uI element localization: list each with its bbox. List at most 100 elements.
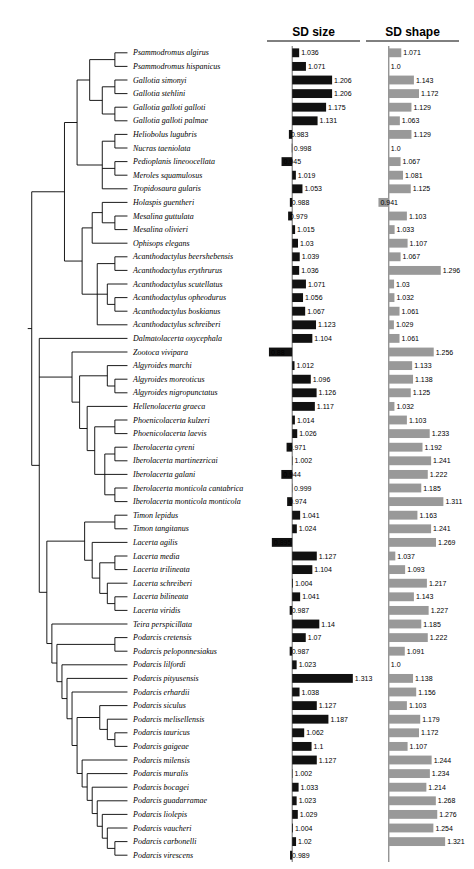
species-label: Podarcis milensis: [132, 756, 190, 765]
data-label: 1.175: [328, 104, 346, 111]
species-label: Phoenicolacerta laevis: [132, 429, 207, 438]
species-label: Podarcis siculus: [132, 701, 186, 710]
data-label: 0.983: [291, 131, 309, 138]
species-label: Acanthodactylus boskianus: [132, 307, 220, 316]
data-label: 1.093: [407, 566, 425, 573]
species-label: Acanthodactylus scutellatus: [132, 280, 223, 289]
bar: [292, 579, 294, 588]
bar: [389, 252, 401, 261]
data-label: 1.039: [302, 253, 320, 260]
bar: [292, 307, 305, 316]
bar: [389, 293, 395, 302]
tree-branch: [102, 188, 127, 189]
tree-branch: [72, 352, 127, 353]
bar: [292, 824, 294, 833]
bar: [389, 456, 431, 465]
data-label: 1.321: [447, 838, 465, 845]
data-label: 1.053: [304, 185, 322, 192]
tree-branch: [115, 637, 128, 638]
data-label: 0.999: [294, 485, 312, 492]
tree-branch: [82, 786, 87, 787]
bar: [389, 511, 418, 520]
bar: [389, 375, 413, 384]
tree-branch: [115, 596, 128, 597]
tree-branch: [87, 773, 127, 774]
species-label: Tropidosaura gularis: [133, 184, 201, 193]
tree-branch: [115, 569, 128, 570]
data-label: 1.129: [413, 104, 431, 111]
tree-branch: [100, 729, 108, 730]
tree-branch: [115, 270, 128, 271]
data-label: 1.156: [418, 689, 436, 696]
species-label: Acanthodactylus beershebensis: [132, 252, 233, 261]
bar: [292, 48, 299, 57]
bar: [389, 103, 412, 112]
bar: [292, 769, 293, 778]
data-label: 1.103: [409, 417, 427, 424]
species-label: Podarcis bocagei: [132, 783, 189, 792]
tree-branch: [85, 560, 93, 561]
tree-branch: [39, 592, 47, 593]
data-label: 1.071: [308, 63, 326, 70]
tree-branch: [87, 406, 127, 407]
data-label: 1.091: [407, 648, 425, 655]
species-label: Podarcis melisellensis: [132, 715, 204, 724]
data-label: 1.029: [396, 321, 414, 328]
species-label: Podarcis virescens: [132, 851, 193, 860]
species-labels: Psammodromus algirusPsammodromus hispani…: [132, 48, 243, 859]
bar: [292, 456, 293, 465]
bar: [389, 647, 405, 656]
bar: [292, 116, 317, 125]
tree-branch: [52, 624, 128, 625]
data-label: 1.233: [432, 430, 450, 437]
species-label: Lacerta agilis: [132, 538, 178, 547]
bar: [389, 796, 436, 805]
data-label: 1.227: [431, 607, 449, 614]
tree-branch: [97, 324, 127, 325]
tree-branch: [107, 603, 115, 604]
bar: [292, 592, 300, 601]
species-label: Podarcis tauricus: [132, 728, 190, 737]
bar: [292, 184, 302, 193]
bar: [292, 375, 311, 384]
data-label: 1.004: [295, 825, 313, 832]
tree-branch: [97, 800, 127, 801]
tree-branch: [100, 705, 128, 706]
data-label: 1.02: [298, 838, 312, 845]
species-label: Zootoca vivipara: [133, 348, 188, 357]
bar: [389, 633, 428, 642]
figure: Psammodromus algirusPsammodromus hispani…: [0, 0, 474, 869]
tree-branch: [102, 141, 115, 142]
data-label: 1.206: [334, 90, 352, 97]
species-label: Iberolacerta galani: [132, 470, 195, 479]
tree-branch: [100, 562, 115, 563]
species-label: Mesalina guttulata: [132, 212, 194, 221]
data-label: 1.206: [334, 77, 352, 84]
tree-branch: [107, 304, 115, 305]
tree-branch: [115, 297, 128, 298]
data-label: 0.988: [292, 199, 310, 206]
species-label: Podarcis cretensis: [132, 633, 192, 642]
bar: [389, 157, 401, 166]
bar: [389, 524, 431, 533]
tree-branch: [64, 122, 77, 123]
data-label: 1.126: [319, 389, 337, 396]
tree-branch: [115, 855, 128, 856]
bar: [389, 728, 419, 737]
tree-branch: [92, 787, 127, 788]
tree-branch: [77, 717, 100, 718]
data-label: 1.036: [301, 49, 319, 56]
bar: [292, 810, 298, 819]
species-label: Iberolacerta martinezricai: [132, 456, 218, 465]
tree-branch: [47, 643, 52, 644]
bar: [292, 524, 297, 533]
bar: [389, 225, 395, 234]
tree-branch: [80, 375, 108, 376]
tree-branch: [92, 813, 97, 814]
data-label: 1.096: [313, 376, 331, 383]
data-label: 0.989: [292, 852, 310, 859]
tree-branch: [102, 202, 127, 203]
data-label: 1.163: [419, 512, 437, 519]
data-label: 1.107: [410, 743, 428, 750]
tree-branch: [77, 165, 102, 166]
